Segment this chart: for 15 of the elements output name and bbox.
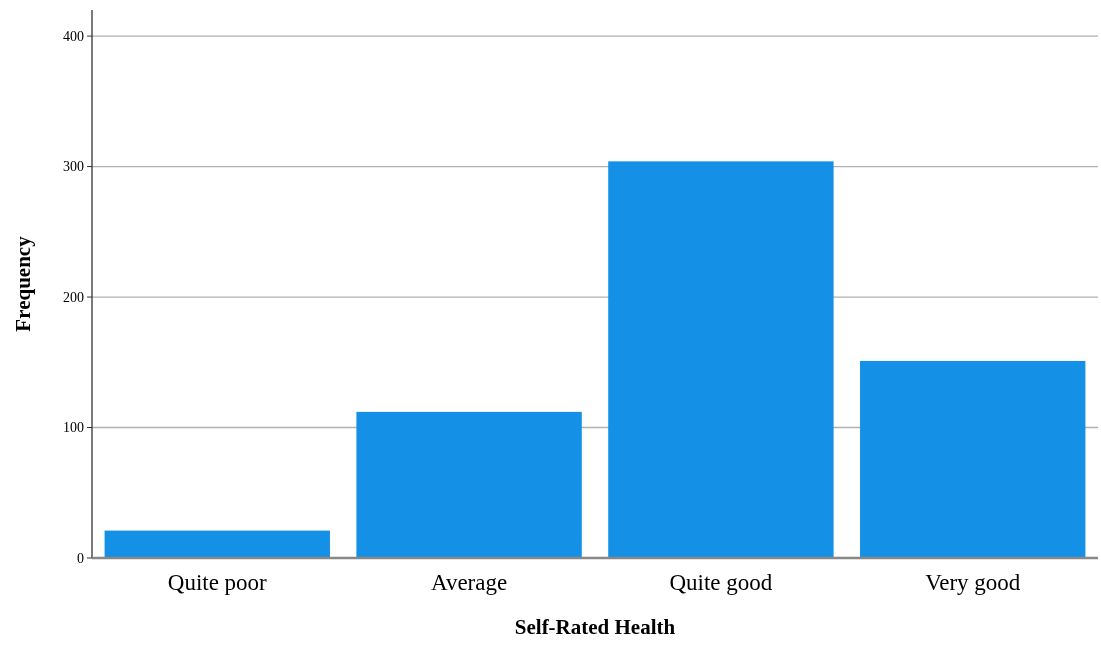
bar	[860, 360, 1086, 558]
y-tick-label: 200	[63, 289, 84, 305]
x-tick-label: Average	[431, 570, 508, 595]
y-axis-title: Frequency	[11, 235, 35, 332]
bar	[356, 411, 582, 558]
y-tick-label: 0	[77, 550, 84, 566]
y-tick-label: 400	[63, 29, 84, 44]
x-axis-title: Self-Rated Health	[514, 615, 676, 639]
x-tick-label: Quite good	[669, 570, 773, 595]
x-tick-label: Very good	[925, 570, 1021, 595]
x-tick-label: Quite poor	[167, 570, 268, 595]
y-tick-label: 100	[63, 420, 84, 436]
bar	[608, 161, 834, 558]
bar	[104, 530, 330, 558]
y-tick-label: 300	[63, 159, 84, 175]
